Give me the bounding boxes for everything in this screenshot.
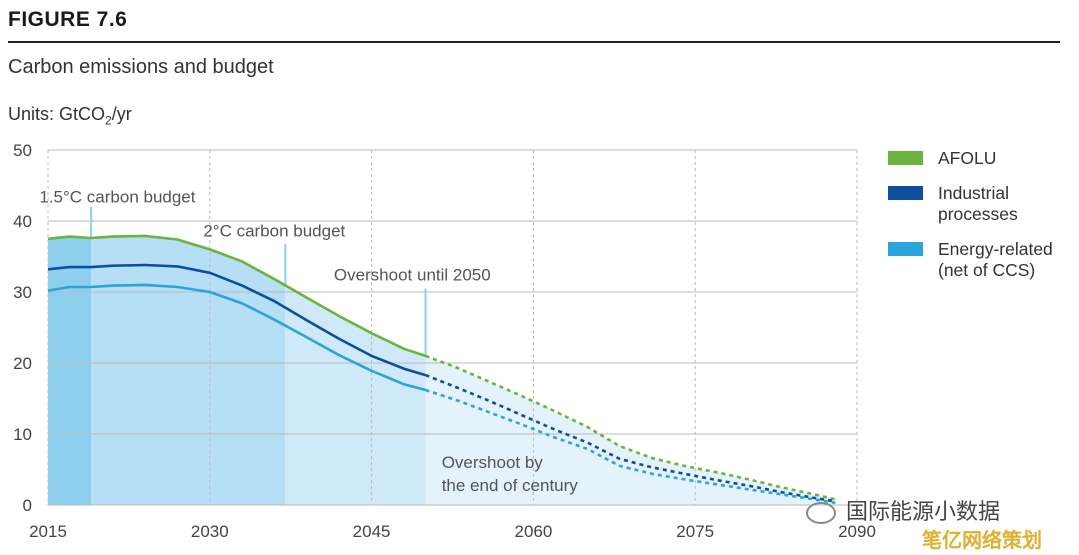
y-tick-label-4: 40	[13, 212, 32, 231]
wechat-icon	[806, 502, 836, 524]
x-tick-label-0: 2015	[29, 522, 67, 541]
series-projection-2	[425, 388, 836, 505]
y-tick-label-3: 30	[13, 283, 32, 302]
units-subscript: 2	[105, 113, 112, 128]
legend-label-industrial-1: Industrial	[938, 183, 1010, 203]
series-line-1	[47, 263, 426, 377]
units-prefix: Units: GtCO	[8, 104, 106, 124]
budget-region-1	[91, 235, 286, 505]
annotations: 1.5°C carbon budget 2°C carbon budget Over…	[39, 188, 578, 495]
watermark-text: 国际能源小数据	[846, 500, 1001, 525]
x-tick-label-2: 2045	[353, 522, 391, 541]
watermark: 国际能源小数据	[806, 494, 1000, 526]
legend-label-energy-2: (net of CCS)	[938, 260, 1036, 280]
budget-markers	[90, 206, 427, 356]
legend-label-industrial-2: processes	[938, 204, 1018, 224]
legend-item-energy: Energy-related (net of CCS)	[888, 239, 1078, 281]
series-line-2	[47, 283, 426, 392]
y-tick-label-2: 20	[13, 354, 32, 373]
annotation-budget2: 2°C carbon budget	[203, 222, 345, 241]
legend-swatch-energy	[888, 242, 923, 256]
legend-label-afolu: AFOLU	[938, 148, 997, 168]
x-tick-label-1: 2030	[191, 522, 229, 541]
series-lines	[47, 234, 836, 505]
annotation-century-1: Overshoot by	[442, 453, 544, 472]
figure-label: FIGURE 7.6	[8, 8, 128, 31]
budget-region-2	[285, 285, 426, 505]
y-tick-label-0: 0	[23, 496, 32, 515]
budget-regions	[48, 235, 836, 505]
annotation-century-2: the end of century	[442, 476, 579, 495]
title-rule	[8, 41, 1060, 43]
watermark-site: 笔亿网络策划	[922, 528, 1042, 552]
legend-item-afolu: AFOLU	[888, 148, 1078, 169]
budget-region-3	[425, 355, 836, 505]
chart-title: Carbon emissions and budget	[8, 56, 274, 78]
budget-region-0	[48, 236, 92, 505]
y-tick-label-1: 10	[13, 425, 32, 444]
units-suffix: /yr	[111, 104, 132, 124]
legend-swatch-industrial	[888, 186, 923, 200]
units-label: Units: GtCO2/yr	[8, 104, 132, 128]
x-tick-label-3: 2060	[514, 522, 552, 541]
series-projection-1	[425, 373, 836, 503]
legend-item-industrial: Industrial processes	[888, 183, 1078, 225]
x-tick-label-5: 2090	[838, 522, 876, 541]
x-tick-label-4: 2075	[676, 522, 714, 541]
legend-swatch-afolu	[888, 151, 923, 165]
grid-lines	[47, 149, 858, 506]
series-projection-0	[425, 354, 836, 501]
series-line-0	[47, 234, 426, 358]
legend: AFOLU Industrial processes Energy-relate…	[888, 148, 1078, 295]
annotation-budget15: 1.5°C carbon budget	[39, 188, 195, 207]
legend-label-energy-1: Energy-related	[938, 239, 1053, 259]
annotation-overshoot2050: Overshoot until 2050	[334, 266, 491, 285]
y-tick-label-5: 50	[13, 141, 32, 160]
